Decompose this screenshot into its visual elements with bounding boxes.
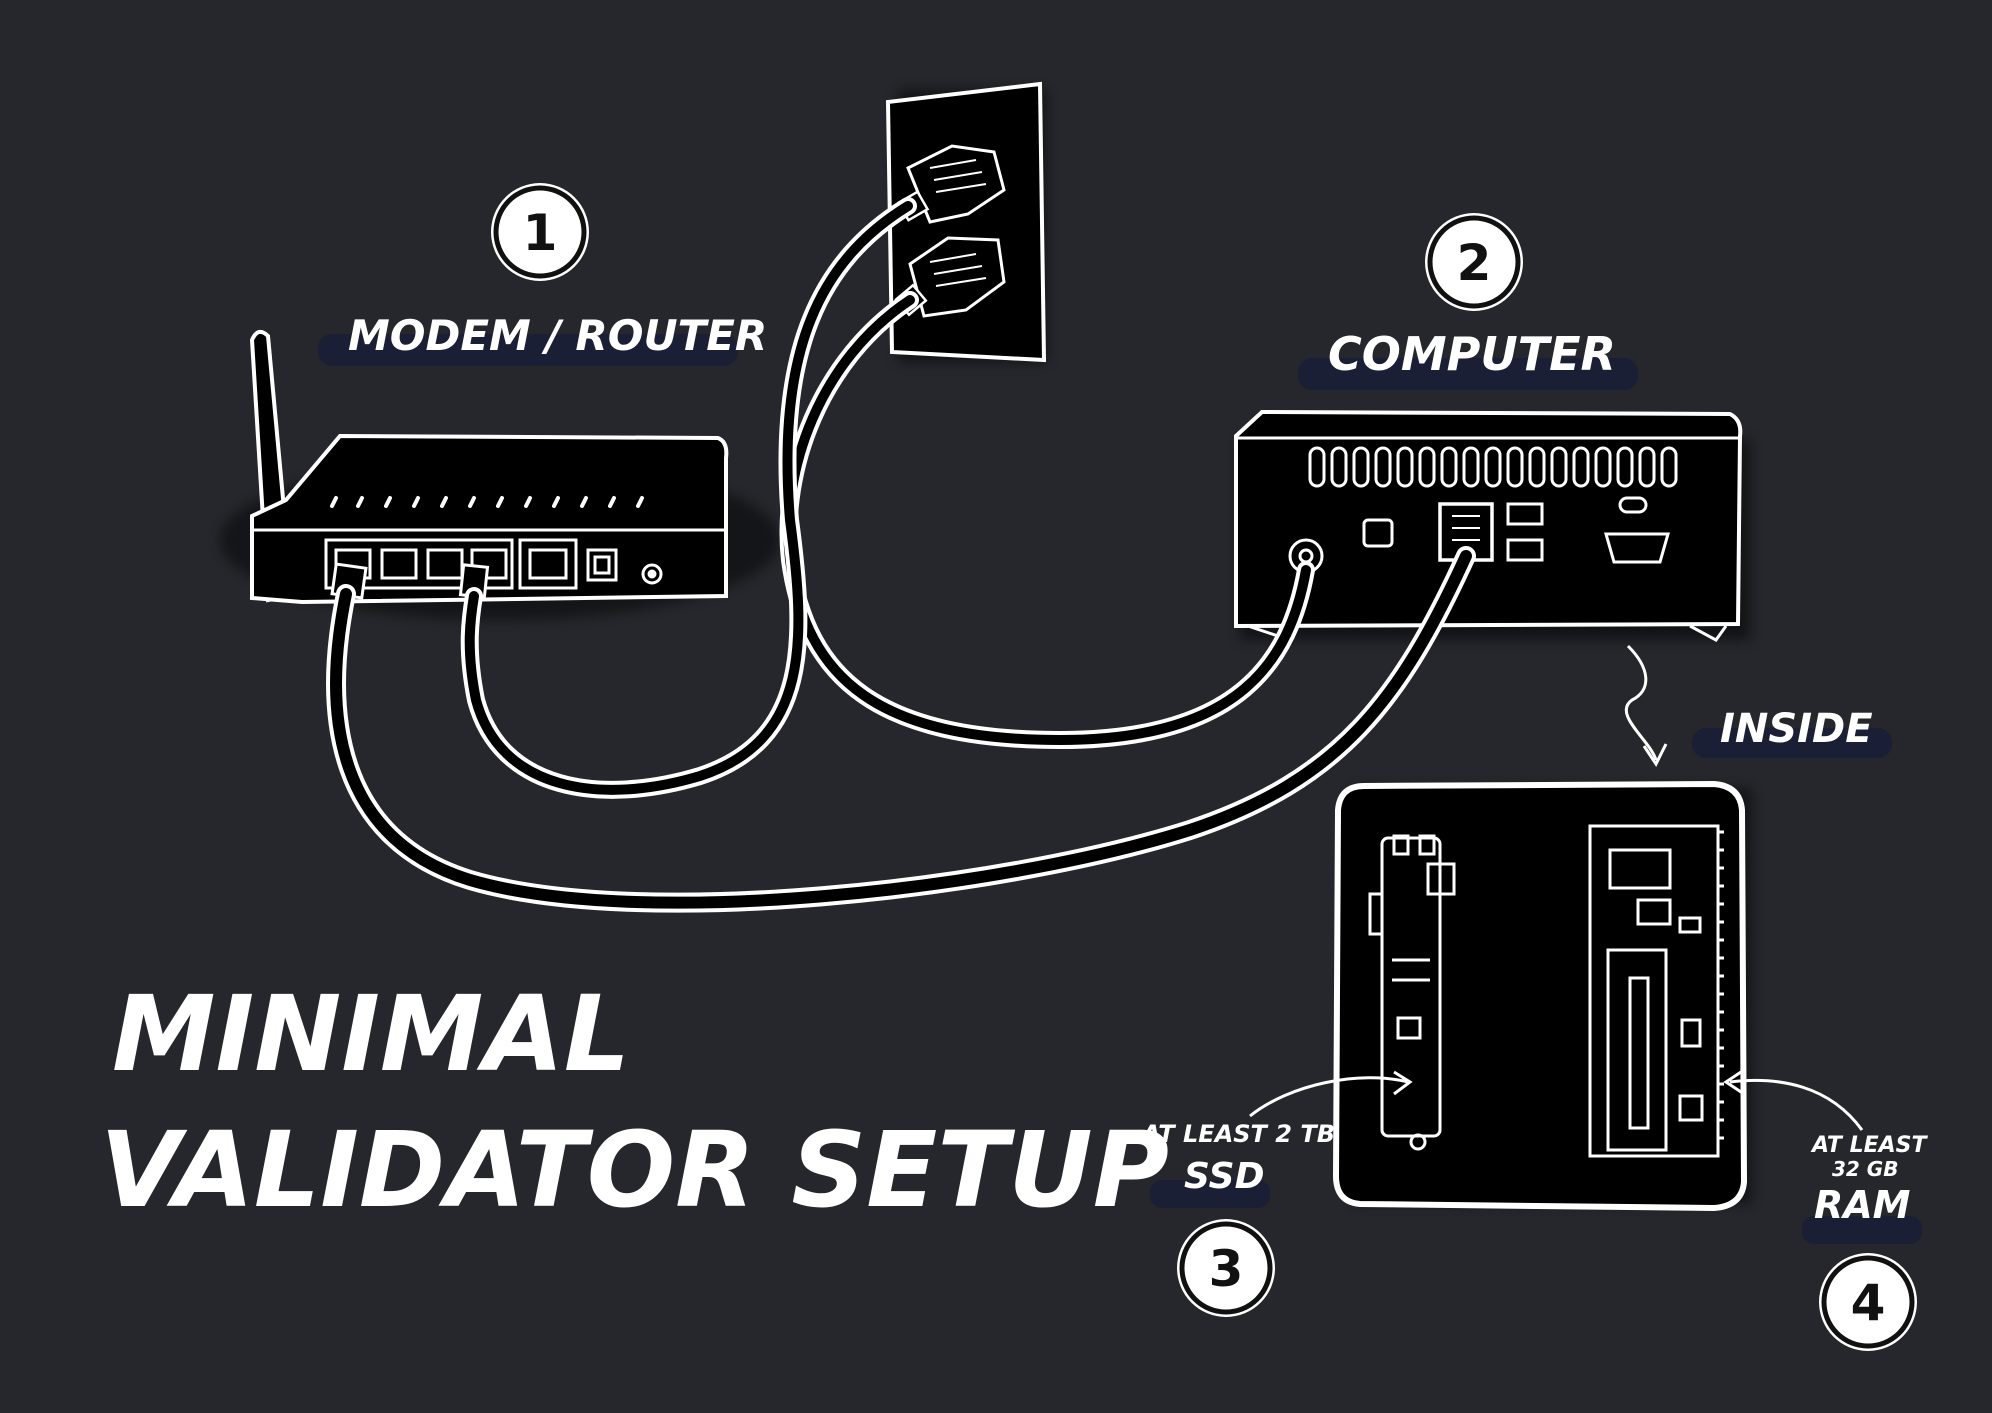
computer [1234,409,1750,642]
cables [326,197,1476,913]
ram-arrow [1723,1068,1864,1131]
ram-module [1588,824,1724,1158]
computer-vents [1308,446,1678,488]
step-badge-2: 2 [1425,213,1523,311]
label-computer: COMPUTER [1328,327,1616,381]
wall-outlet [885,81,1047,363]
step-number-2: 2 [1457,234,1492,292]
ethernet-cable [326,546,1476,913]
ssd-arrow [1249,1070,1413,1118]
label-inside: INSIDE [1720,706,1873,752]
note-ssd: AT LEAST 2 TB [1140,1120,1335,1148]
power-cable-router [460,197,917,799]
label-modem-router: MODEM / ROUTER [348,311,767,360]
note-ram-line1: AT LEAST [1810,1133,1929,1158]
modem-router [220,329,780,620]
label-ram: RAM [1814,1183,1911,1227]
router-ports [324,538,663,590]
step-badge-3: 3 [1177,1219,1275,1317]
step-number-4: 4 [1851,1274,1886,1332]
note-ram-line2: 32 GB [1832,1157,1898,1181]
power-cable-computer [779,291,1315,750]
step-badge-4: 4 [1819,1253,1917,1351]
step-number-1: 1 [523,204,558,262]
title-line-2: VALIDATOR SETUP [100,1109,1169,1231]
step-badge-1: 1 [491,183,589,281]
title-line-1: MINIMAL [112,973,630,1095]
inside-panel [1332,780,1752,1212]
label-ssd: SSD [1184,1156,1264,1197]
ssd-module [1368,834,1456,1151]
label-highlights [318,334,1922,1244]
step-number-3: 3 [1209,1240,1244,1298]
inside-arrow [1624,644,1668,767]
